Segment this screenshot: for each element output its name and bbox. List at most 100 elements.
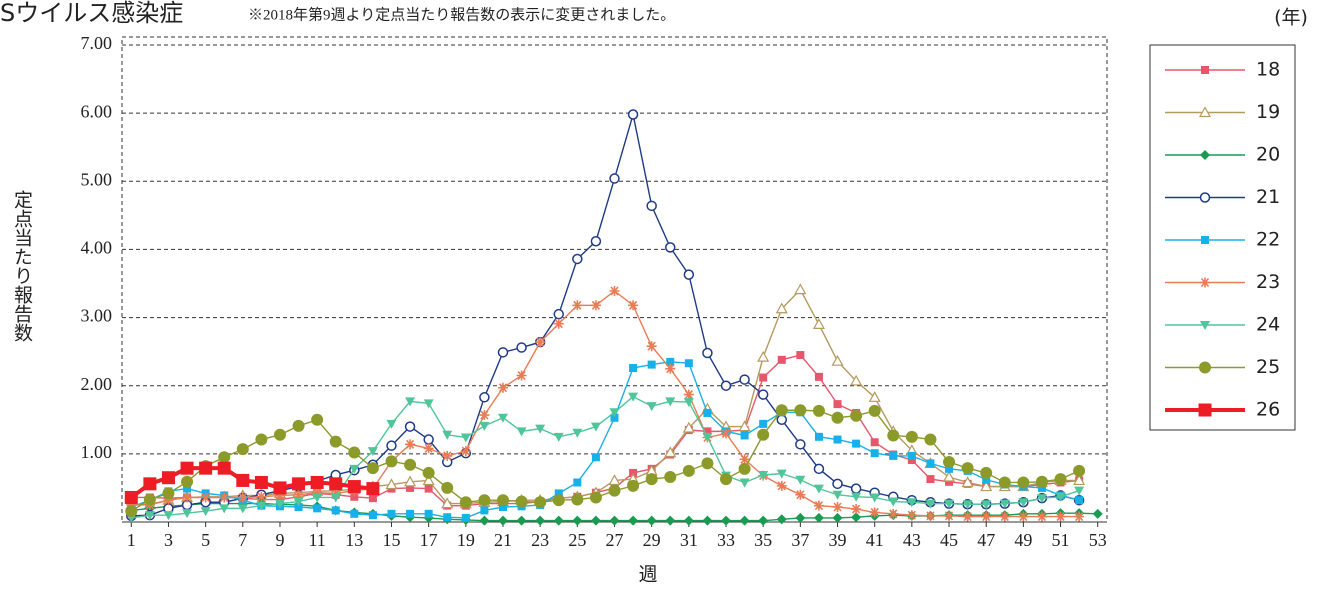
marker [516, 370, 527, 381]
series [126, 392, 1085, 523]
marker [739, 454, 750, 465]
marker [981, 500, 992, 510]
marker [331, 506, 340, 515]
marker [758, 515, 769, 526]
marker [998, 476, 1011, 489]
marker [479, 410, 490, 421]
marker [740, 431, 749, 440]
marker [1055, 511, 1066, 522]
x-tick-label: 15 [382, 530, 400, 550]
marker [572, 253, 583, 265]
marker [851, 512, 862, 523]
y-tick-label: 6.00 [81, 101, 113, 121]
marker [869, 493, 880, 503]
y-tick-label: 7.00 [81, 33, 113, 53]
x-tick-label: 29 [643, 530, 661, 550]
legend-marker [1201, 236, 1209, 244]
y-tick-label: 1.00 [81, 442, 113, 462]
marker [571, 493, 584, 506]
series-line [131, 290, 1080, 518]
x-tick-label: 7 [238, 530, 247, 550]
marker [1075, 496, 1084, 505]
marker [721, 515, 732, 526]
legend-label: 24 [1256, 314, 1280, 336]
marker [199, 461, 213, 475]
marker [496, 494, 509, 507]
marker [256, 501, 267, 511]
marker [812, 404, 825, 417]
marker [516, 427, 527, 437]
chart-title: Sウイルス感染症 [0, 0, 183, 27]
marker [424, 509, 433, 518]
legend-label: 20 [1256, 144, 1280, 166]
marker [831, 354, 844, 366]
marker [273, 481, 287, 495]
marker [255, 433, 268, 446]
series [126, 109, 1085, 522]
marker [831, 411, 844, 424]
marker [647, 360, 656, 369]
marker [219, 504, 230, 514]
marker [683, 389, 694, 400]
legend-marker [1199, 192, 1211, 203]
marker [423, 443, 434, 454]
marker [292, 419, 305, 432]
marker [236, 473, 250, 487]
marker [684, 359, 693, 368]
marker [721, 428, 732, 439]
marker [553, 318, 564, 329]
marker [683, 515, 694, 526]
marker [350, 492, 359, 501]
marker [405, 439, 416, 450]
marker [1073, 464, 1086, 477]
marker [182, 492, 193, 503]
marker [294, 503, 303, 512]
marker [796, 351, 805, 360]
marker [945, 464, 954, 473]
marker [813, 512, 824, 523]
marker [515, 495, 528, 508]
marker [237, 492, 248, 503]
marker [479, 392, 490, 403]
marker [219, 492, 230, 503]
legend-label: 25 [1256, 356, 1280, 378]
marker [926, 459, 935, 468]
marker [627, 479, 640, 492]
marker [683, 398, 694, 408]
marker [1035, 475, 1048, 488]
marker [776, 469, 787, 479]
marker [943, 456, 956, 469]
marker [162, 487, 175, 500]
marker [1017, 476, 1030, 489]
marker [348, 446, 361, 459]
x-tick-label: 45 [940, 530, 958, 550]
marker [665, 515, 676, 526]
marker [313, 504, 322, 513]
marker [254, 475, 268, 489]
marker [852, 439, 861, 448]
x-tick-label: 3 [164, 530, 173, 550]
marker [739, 515, 750, 526]
marker [628, 300, 639, 311]
marker [422, 466, 435, 479]
x-tick-label: 9 [275, 530, 284, 550]
marker [980, 480, 993, 492]
marker [609, 285, 620, 296]
marker [330, 488, 341, 499]
x-tick-label: 23 [531, 530, 549, 550]
marker [701, 457, 714, 470]
series-line [131, 114, 1080, 517]
marker [423, 434, 434, 445]
marker [293, 497, 304, 507]
marker [739, 478, 750, 488]
marker [795, 512, 806, 523]
legend-marker [1201, 66, 1209, 74]
marker [759, 373, 768, 382]
marker [944, 510, 955, 521]
marker [905, 430, 918, 443]
marker [962, 511, 973, 522]
x-axis-label: 週 [638, 564, 657, 586]
marker [944, 499, 955, 509]
marker [795, 489, 806, 500]
marker [813, 463, 825, 475]
